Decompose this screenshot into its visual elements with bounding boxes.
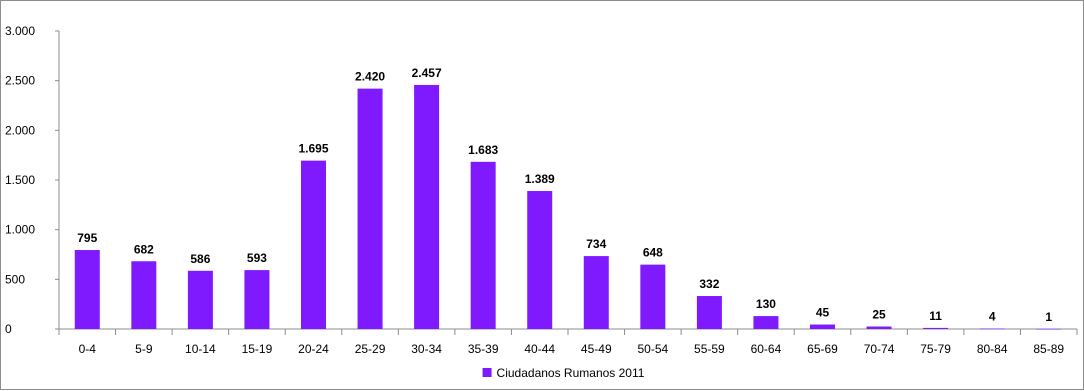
- data-label: 2.457: [412, 66, 442, 80]
- x-tick-label: 45-49: [581, 342, 612, 356]
- bar: [753, 316, 779, 329]
- data-label: 11: [929, 309, 942, 323]
- bar: [810, 324, 835, 329]
- data-label: 648: [643, 246, 663, 260]
- x-tick-label: 25-29: [355, 342, 386, 356]
- data-label: 682: [134, 242, 154, 256]
- data-label: 332: [699, 277, 719, 291]
- x-tick-label: 75-79: [920, 342, 951, 356]
- bar: [979, 328, 1005, 330]
- legend-swatch: [482, 368, 492, 377]
- data-label: 1.695: [298, 142, 328, 156]
- data-label: 2.420: [355, 70, 385, 84]
- data-label: 795: [77, 231, 97, 245]
- bar: [357, 88, 383, 329]
- x-tick-label: 20-24: [298, 342, 329, 356]
- data-label: 4: [989, 310, 996, 324]
- legend-label: Ciudadanos Rumanos 2011: [497, 366, 645, 380]
- data-label: 25: [872, 308, 886, 322]
- x-tick-label: 50-54: [637, 342, 668, 356]
- data-label: 45: [816, 306, 830, 320]
- data-label: 1.389: [525, 172, 555, 186]
- x-tick-label: 5-9: [135, 342, 153, 356]
- x-tick-label: 0-4: [79, 342, 97, 356]
- data-label: 734: [586, 237, 606, 251]
- bar: [640, 264, 666, 329]
- x-tick-label: 80-84: [977, 342, 1008, 356]
- bar: [583, 256, 609, 329]
- data-label: 1.683: [468, 143, 498, 157]
- x-tick-label: 15-19: [242, 342, 273, 356]
- y-tick-label: 2.000: [5, 123, 35, 137]
- x-tick-label: 35-39: [468, 342, 499, 356]
- x-tick-label: 85-89: [1033, 342, 1064, 356]
- y-tick-label: 1.000: [5, 223, 35, 237]
- data-label: 593: [247, 251, 267, 265]
- data-label: 130: [756, 297, 776, 311]
- y-tick-label: 1.500: [5, 173, 35, 187]
- y-tick-label: 0: [5, 322, 12, 336]
- x-tick-label: 60-64: [751, 342, 782, 356]
- x-tick-label: 55-59: [694, 342, 725, 356]
- x-tick-label: 40-44: [524, 342, 555, 356]
- bar: [301, 160, 326, 329]
- bar: [923, 327, 949, 329]
- bar: [527, 191, 553, 329]
- bar: [470, 161, 496, 329]
- bar: [866, 326, 892, 329]
- bar: [74, 250, 100, 329]
- y-tick-label: 2.500: [5, 74, 35, 88]
- bar: [244, 270, 270, 329]
- bar: [131, 261, 157, 329]
- bar: [1036, 328, 1062, 330]
- x-tick-label: 10-14: [185, 342, 216, 356]
- y-tick-label: 3.000: [5, 24, 35, 38]
- x-tick-label: 65-69: [807, 342, 838, 356]
- bar: [187, 270, 213, 329]
- data-label: 586: [190, 252, 210, 266]
- y-tick-label: 500: [5, 272, 25, 286]
- data-label: 1: [1045, 310, 1052, 324]
- x-tick-label: 30-34: [411, 342, 442, 356]
- bar: [696, 296, 722, 329]
- bar: [414, 84, 440, 329]
- x-tick-label: 70-74: [864, 342, 895, 356]
